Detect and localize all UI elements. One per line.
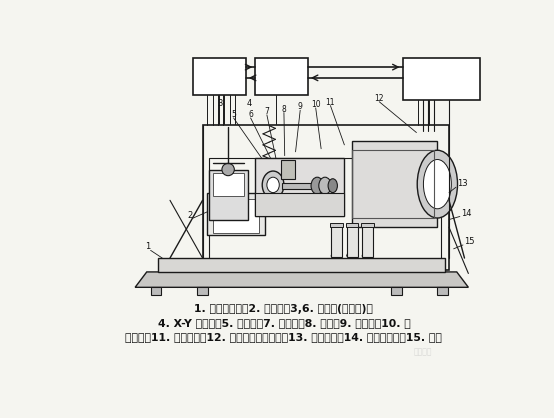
Ellipse shape <box>331 259 342 265</box>
Polygon shape <box>135 272 468 287</box>
Text: 易检测网: 易检测网 <box>414 347 433 356</box>
Bar <box>403 58 480 100</box>
Bar <box>361 223 374 227</box>
Text: 比电极，11. 辅助电极，12. 电化学综合测试仪，13. 驱动电机，14. 试样固定架，15. 底座: 比电极，11. 辅助电极，12. 电化学综合测试仪，13. 驱动电机，14. 试… <box>126 331 442 342</box>
Text: 13: 13 <box>458 178 468 188</box>
Bar <box>213 199 259 233</box>
Bar <box>352 141 437 227</box>
Bar <box>207 193 265 235</box>
Bar <box>151 287 161 295</box>
Text: 9: 9 <box>297 102 302 112</box>
Bar <box>209 158 441 266</box>
Bar <box>209 170 248 219</box>
Text: 2: 2 <box>188 211 193 220</box>
Bar <box>437 287 448 295</box>
Text: 6: 6 <box>248 110 253 119</box>
Ellipse shape <box>319 177 331 194</box>
Text: 14: 14 <box>461 209 472 218</box>
Text: 5: 5 <box>231 110 236 119</box>
Text: 3: 3 <box>218 99 223 108</box>
Ellipse shape <box>347 259 357 265</box>
Bar <box>352 150 433 218</box>
Text: 1. 不锈钢底板，2. 介质槽，3,6. 传感臂(应变仪)，: 1. 不锈钢底板，2. 介质槽，3,6. 传感臂(应变仪)， <box>194 304 373 314</box>
Ellipse shape <box>262 171 284 199</box>
Ellipse shape <box>267 177 279 193</box>
Text: 7: 7 <box>264 107 269 116</box>
Bar <box>283 183 317 189</box>
Bar <box>203 125 449 270</box>
Bar <box>346 223 358 227</box>
Ellipse shape <box>417 150 458 218</box>
Bar <box>255 58 308 95</box>
Ellipse shape <box>328 179 337 193</box>
Bar <box>331 226 342 257</box>
Text: 15: 15 <box>464 237 475 246</box>
Bar <box>391 287 402 295</box>
Bar <box>362 226 373 257</box>
Bar <box>193 58 246 95</box>
Text: 11: 11 <box>326 98 335 107</box>
Text: 12: 12 <box>375 94 384 103</box>
Text: 4. X-Y 记录仪，5. 加载杆，7. 轴承箱，8. 电刷，9. 变速箱，10. 参: 4. X-Y 记录仪，5. 加载杆，7. 轴承箱，8. 电刷，9. 变速箱，10… <box>157 318 411 328</box>
Text: 1: 1 <box>145 242 151 251</box>
Bar <box>330 223 343 227</box>
Bar <box>347 226 357 257</box>
Ellipse shape <box>423 160 452 209</box>
Ellipse shape <box>362 259 373 265</box>
Bar <box>255 193 345 216</box>
Bar <box>197 287 208 295</box>
Ellipse shape <box>311 177 324 194</box>
Bar <box>213 173 244 196</box>
Ellipse shape <box>222 163 234 176</box>
Text: 10: 10 <box>311 100 321 109</box>
Text: 4: 4 <box>247 99 252 108</box>
Bar <box>255 158 345 216</box>
Text: 8: 8 <box>281 105 286 114</box>
Bar <box>281 160 295 179</box>
Bar <box>158 258 445 272</box>
